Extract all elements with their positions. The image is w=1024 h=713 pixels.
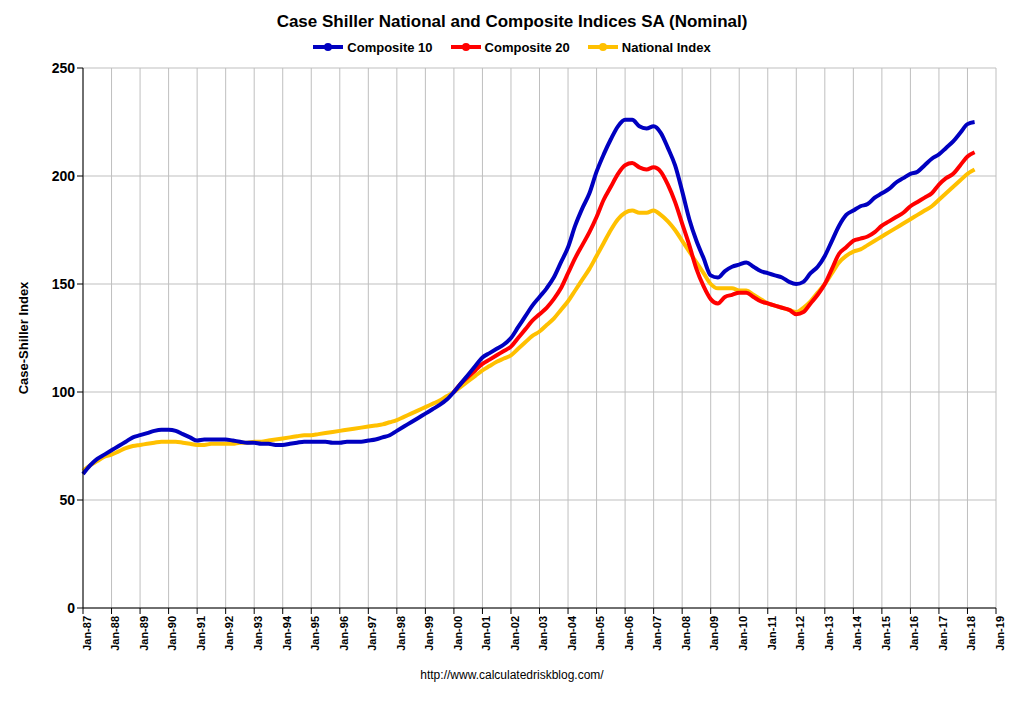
svg-text:100: 100 <box>52 384 76 400</box>
svg-text:Jan-12: Jan-12 <box>794 616 806 651</box>
svg-text:250: 250 <box>52 60 76 76</box>
svg-text:Jan-05: Jan-05 <box>594 616 606 651</box>
svg-text:Jan-93: Jan-93 <box>252 616 264 651</box>
svg-text:Jan-03: Jan-03 <box>537 616 549 651</box>
svg-text:Jan-10: Jan-10 <box>737 616 749 651</box>
html-text:http://www.calculatedriskblog.: http://www.calculatedriskblog.com/ <box>420 668 604 682</box>
svg-text:Case-Shiller Index: Case-Shiller Index <box>16 281 31 394</box>
html-text:Composite 10: Composite 10 <box>347 39 433 55</box>
svg-text:Jan-04: Jan-04 <box>566 615 578 651</box>
svg-text:Jan-91: Jan-91 <box>195 616 207 651</box>
svg-text:Jan-14: Jan-14 <box>851 615 863 651</box>
svg-text:Jan-01: Jan-01 <box>480 616 492 651</box>
svg-text:Jan-88: Jan-88 <box>109 616 121 651</box>
html-text:Case Shiller National and Comp: Case Shiller National and Composite Indi… <box>276 12 748 31</box>
svg-text:Jan-11: Jan-11 <box>766 616 778 650</box>
html-text:Composite 20: Composite 20 <box>484 39 570 55</box>
svg-text:Jan-87: Jan-87 <box>81 616 93 651</box>
svg-text:150: 150 <box>52 276 76 292</box>
svg-text:Jan-13: Jan-13 <box>823 616 835 651</box>
svg-text:50: 50 <box>59 492 75 508</box>
svg-text:Jan-90: Jan-90 <box>166 616 178 651</box>
svg-text:Jan-07: Jan-07 <box>651 616 663 651</box>
svg-text:200: 200 <box>52 168 76 184</box>
svg-text:Jan-16: Jan-16 <box>908 616 920 651</box>
svg-text:Jan-08: Jan-08 <box>680 616 692 651</box>
svg-text:Jan-17: Jan-17 <box>937 616 949 651</box>
svg-text:Jan-92: Jan-92 <box>223 616 235 651</box>
svg-text:Jan-06: Jan-06 <box>623 616 635 651</box>
svg-text:Jan-99: Jan-99 <box>423 616 435 651</box>
svg-text:0: 0 <box>67 600 75 616</box>
svg-text:Jan-19: Jan-19 <box>994 616 1006 651</box>
svg-text:Jan-97: Jan-97 <box>366 616 378 651</box>
svg-text:Jan-96: Jan-96 <box>338 616 350 651</box>
svg-text:Jan-94: Jan-94 <box>281 615 293 651</box>
svg-text:Jan-89: Jan-89 <box>138 616 150 651</box>
html-text:National Index: National Index <box>621 39 711 55</box>
svg-text:Jan-98: Jan-98 <box>395 616 407 651</box>
svg-text:Jan-15: Jan-15 <box>880 616 892 651</box>
svg-text:Jan-18: Jan-18 <box>965 616 977 651</box>
svg-text:Jan-09: Jan-09 <box>708 616 720 651</box>
svg-text:Jan-95: Jan-95 <box>309 616 321 651</box>
svg-text:Jan-00: Jan-00 <box>452 616 464 651</box>
svg-text:Jan-02: Jan-02 <box>509 616 521 651</box>
